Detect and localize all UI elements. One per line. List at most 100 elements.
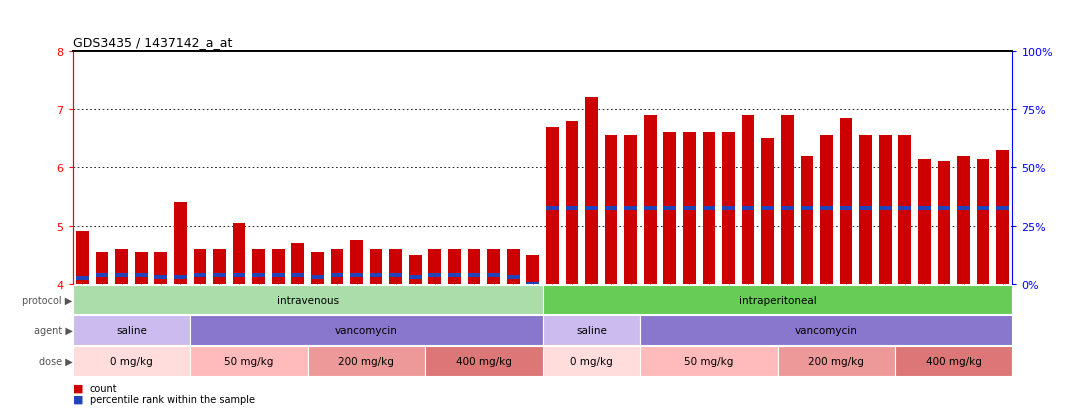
Bar <box>641 316 1012 345</box>
Bar <box>155 252 167 284</box>
Bar <box>331 249 343 284</box>
Text: 50 mg/kg: 50 mg/kg <box>224 356 273 366</box>
Bar <box>409 275 422 279</box>
Bar <box>76 232 89 284</box>
Bar <box>311 275 324 279</box>
Bar <box>585 98 598 284</box>
Bar <box>879 136 892 284</box>
Bar <box>214 273 225 278</box>
Bar <box>428 249 441 284</box>
Bar <box>839 206 852 211</box>
Bar <box>190 316 543 345</box>
Bar <box>73 346 190 376</box>
Bar <box>308 346 425 376</box>
Bar <box>468 249 481 284</box>
Bar <box>761 139 774 284</box>
Text: 50 mg/kg: 50 mg/kg <box>685 356 734 366</box>
Bar <box>546 206 559 211</box>
Bar <box>252 273 265 278</box>
Bar <box>546 127 559 284</box>
Text: intravenous: intravenous <box>277 295 339 305</box>
Bar <box>781 116 794 284</box>
Bar <box>96 252 108 284</box>
Bar <box>214 249 225 284</box>
Bar <box>292 243 304 284</box>
Text: protocol ▶: protocol ▶ <box>22 295 73 305</box>
Bar <box>425 346 543 376</box>
Bar <box>957 156 970 284</box>
Bar <box>801 206 813 211</box>
Bar <box>684 133 695 284</box>
Text: percentile rank within the sample: percentile rank within the sample <box>90 394 254 404</box>
Bar <box>527 255 539 284</box>
Bar <box>566 206 578 211</box>
Text: GDS3435 / 1437142_a_at: GDS3435 / 1437142_a_at <box>73 36 232 49</box>
Bar <box>918 206 930 211</box>
Bar <box>703 206 716 211</box>
Bar <box>449 249 460 284</box>
Text: 200 mg/kg: 200 mg/kg <box>808 356 864 366</box>
Bar <box>487 249 500 284</box>
Bar <box>428 273 441 278</box>
Text: 400 mg/kg: 400 mg/kg <box>926 356 981 366</box>
Bar <box>76 276 89 280</box>
Bar <box>507 249 519 284</box>
Bar <box>193 249 206 284</box>
Bar <box>722 206 735 211</box>
Text: vancomycin: vancomycin <box>335 325 397 335</box>
Bar <box>390 249 402 284</box>
Text: saline: saline <box>576 325 607 335</box>
Bar <box>115 273 128 278</box>
Bar <box>938 162 951 284</box>
Bar <box>641 346 778 376</box>
Bar <box>898 136 911 284</box>
Bar <box>604 136 617 284</box>
Bar <box>684 206 695 211</box>
Bar <box>174 275 187 279</box>
Bar <box>370 249 382 284</box>
Bar <box>996 206 1009 211</box>
Text: 0 mg/kg: 0 mg/kg <box>570 356 613 366</box>
Bar <box>115 249 128 284</box>
Bar <box>781 206 794 211</box>
Bar <box>449 273 460 278</box>
Bar <box>96 273 108 278</box>
Bar <box>644 206 657 211</box>
Bar <box>350 273 363 278</box>
Text: vancomycin: vancomycin <box>795 325 858 335</box>
Bar <box>566 121 578 284</box>
Text: dose ▶: dose ▶ <box>38 356 73 366</box>
Bar <box>663 206 676 211</box>
Bar <box>918 159 930 284</box>
Bar <box>977 159 989 284</box>
Bar <box>190 346 308 376</box>
Bar <box>860 206 871 211</box>
Bar <box>174 203 187 284</box>
Bar <box>585 206 598 211</box>
Bar <box>879 206 892 211</box>
Bar <box>73 316 190 345</box>
Bar <box>761 206 774 211</box>
Bar <box>272 273 284 278</box>
Text: ■: ■ <box>73 394 83 404</box>
Bar <box>895 346 1012 376</box>
Text: 0 mg/kg: 0 mg/kg <box>110 356 153 366</box>
Bar <box>350 240 363 284</box>
Bar <box>292 273 304 278</box>
Bar <box>938 206 951 211</box>
Text: 200 mg/kg: 200 mg/kg <box>339 356 394 366</box>
Bar <box>272 249 284 284</box>
Bar <box>801 156 813 284</box>
Bar <box>543 316 641 345</box>
Bar <box>487 273 500 278</box>
Bar <box>625 206 637 211</box>
Bar <box>507 275 519 279</box>
Bar <box>155 275 167 279</box>
Bar <box>193 273 206 278</box>
Bar <box>252 249 265 284</box>
Bar <box>543 346 641 376</box>
Bar <box>742 206 754 211</box>
Bar <box>778 346 895 376</box>
Bar <box>898 206 911 211</box>
Bar <box>820 136 833 284</box>
